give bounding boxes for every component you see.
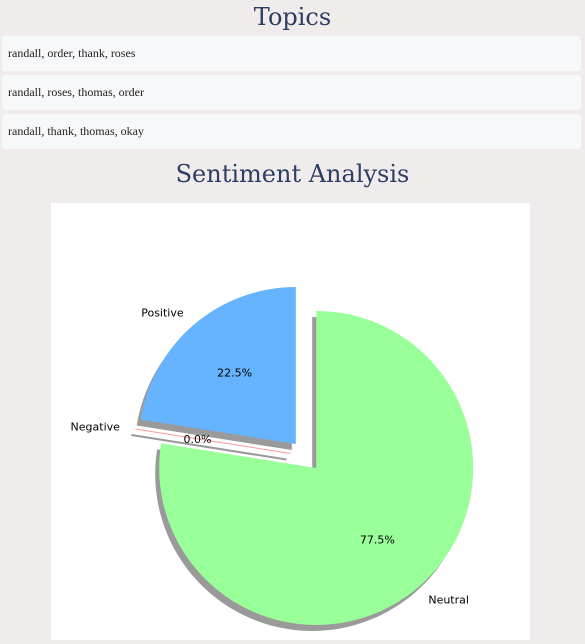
pie-slice-negative	[135, 428, 291, 455]
pie-value-neutral: 77.5%	[360, 534, 395, 547]
pie-value-positive: 22.5%	[217, 366, 252, 379]
topic-item-3: randall, thank, thomas, okay	[2, 114, 581, 149]
sentiment-chart-panel: Positive 22.5% Negative 0.0% Neutral 77.5%	[51, 203, 530, 640]
topic-item-2: randall, roses, thomas, order	[2, 75, 581, 110]
topic-item-1: randall, order, thank, roses	[2, 36, 581, 71]
topic-list: randall, order, thank, roses randall, ro…	[0, 36, 585, 149]
pie-slice-positive	[140, 287, 296, 445]
pie-slice-neutral	[159, 310, 474, 625]
pie-value-negative: 0.0%	[183, 433, 211, 446]
pie-shadow-negative	[131, 433, 287, 461]
pie-label-negative: Negative	[71, 421, 121, 434]
sentiment-title: Sentiment Analysis	[175, 160, 410, 188]
pie-label-positive: Positive	[141, 307, 184, 320]
topics-title: Topics	[253, 3, 332, 31]
sentiment-pie-chart: Positive 22.5% Negative 0.0% Neutral 77.5%	[71, 287, 474, 631]
pie-label-neutral: Neutral	[428, 593, 469, 606]
